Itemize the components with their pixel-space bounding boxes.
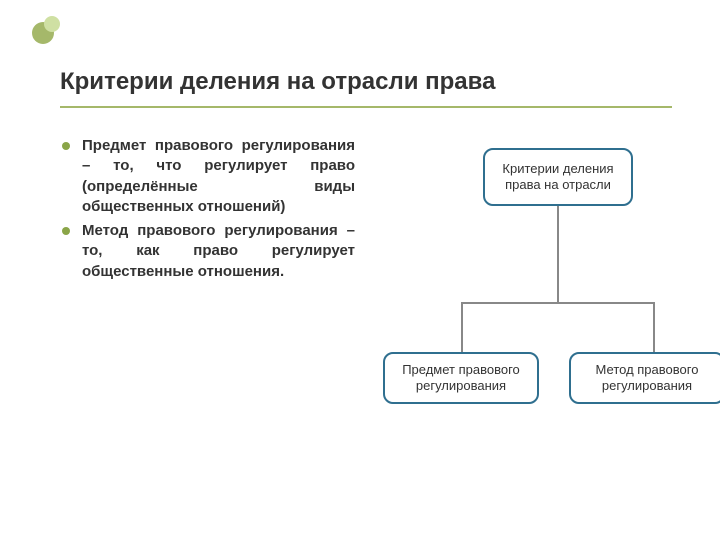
- connector: [557, 206, 559, 302]
- bullet-item: Предмет правового регулирования – то, чт…: [60, 136, 355, 217]
- title-rule: [60, 106, 672, 108]
- node-root: Критерии деления права на отрасли: [483, 148, 633, 206]
- node-right: Метод правового регулирования: [569, 352, 720, 404]
- connector: [653, 302, 655, 352]
- slide-body: Предмет правового регулирования – то, чт…: [60, 136, 676, 436]
- connector: [461, 302, 463, 352]
- tree-diagram: Критерии деления права на отрасли Предме…: [355, 136, 676, 436]
- node-left: Предмет правового регулирования: [383, 352, 539, 404]
- slide: Критерии деления на отрасли права Предме…: [0, 0, 720, 540]
- bullet-list: Предмет правового регулирования – то, чт…: [60, 136, 355, 436]
- bullet-item: Метод правового регулирования – то, как …: [60, 221, 355, 282]
- connector: [461, 302, 655, 304]
- accent-decoration: [32, 16, 66, 50]
- slide-title: Критерии деления на отрасли права: [60, 68, 676, 96]
